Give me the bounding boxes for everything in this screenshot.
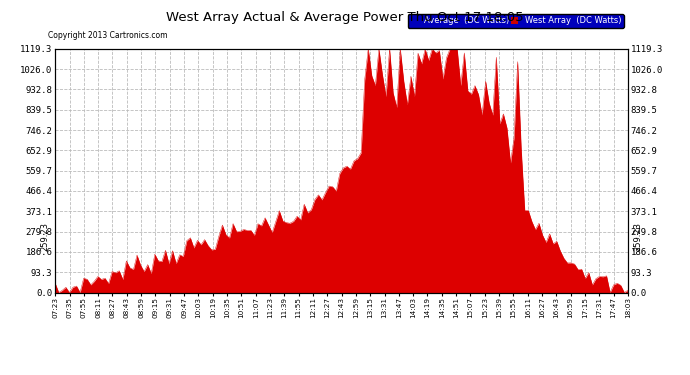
Legend: Average  (DC Watts), West Array  (DC Watts): Average (DC Watts), West Array (DC Watts… <box>408 14 624 28</box>
Text: 259.23: 259.23 <box>633 222 642 251</box>
Text: West Array Actual & Average Power Thu Oct 17 18:05: West Array Actual & Average Power Thu Oc… <box>166 11 524 24</box>
Text: Copyright 2013 Cartronics.com: Copyright 2013 Cartronics.com <box>48 30 168 39</box>
Text: 259.23: 259.23 <box>41 222 50 251</box>
